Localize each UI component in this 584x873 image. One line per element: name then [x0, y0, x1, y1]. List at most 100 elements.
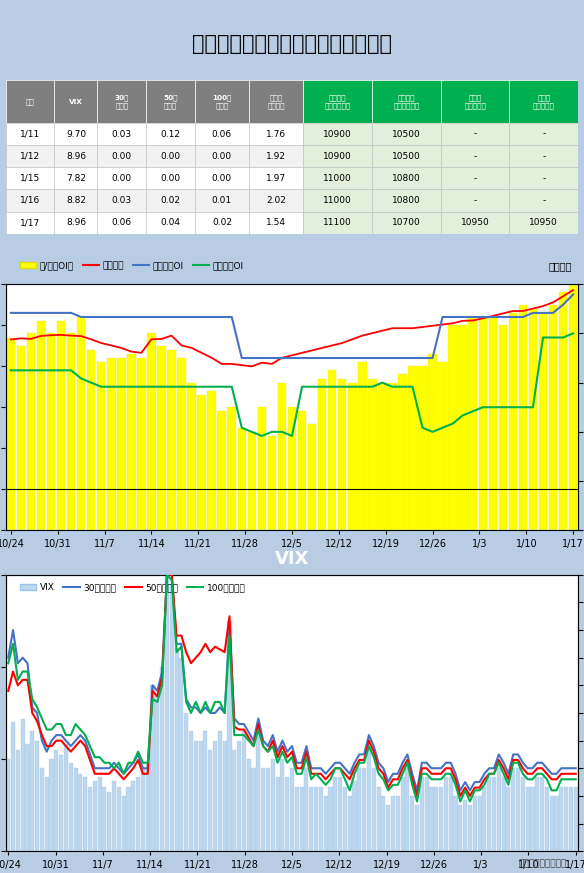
30日百分位	[500, 758, 507, 768]
Bar	[218, 732, 222, 873]
Bar	[249, 145, 304, 168]
50日百分位	[120, 774, 127, 785]
Bar	[69, 763, 73, 873]
Bar	[217, 411, 226, 694]
Text: 0.02: 0.02	[212, 218, 232, 227]
50日百分位	[500, 763, 507, 773]
Bar	[530, 787, 534, 873]
100日百分位	[342, 774, 349, 785]
Text: 11000: 11000	[324, 196, 352, 205]
Bar	[151, 685, 155, 873]
Bar	[194, 189, 249, 211]
Bar	[30, 732, 34, 873]
Text: 1/11: 1/11	[20, 129, 40, 139]
Bar	[298, 411, 306, 694]
Bar	[147, 333, 156, 694]
Bar	[472, 796, 477, 873]
Bar	[54, 211, 98, 234]
Bar	[497, 768, 501, 873]
Bar	[178, 358, 186, 694]
Bar	[357, 768, 361, 873]
100日百分位	[413, 796, 420, 807]
Bar	[54, 750, 58, 873]
Text: 統一期貨研究科製作: 統一期貨研究科製作	[518, 860, 566, 869]
Bar	[67, 333, 75, 694]
Bar	[54, 80, 98, 123]
30日百分位	[187, 702, 194, 712]
Text: 11100: 11100	[324, 218, 352, 227]
Text: 0.03: 0.03	[112, 129, 132, 139]
Text: 10950: 10950	[530, 218, 558, 227]
Bar	[521, 778, 525, 873]
Bar	[304, 145, 372, 168]
Bar	[170, 584, 174, 873]
Bar	[492, 778, 496, 873]
Bar	[441, 189, 509, 211]
Bar	[184, 713, 188, 873]
Bar	[526, 787, 530, 873]
Bar	[121, 796, 126, 873]
Bar	[449, 326, 457, 694]
Bar	[145, 763, 150, 873]
Bar	[249, 123, 304, 145]
Text: -: -	[474, 152, 477, 161]
Bar	[418, 366, 427, 694]
Bar	[509, 313, 517, 694]
Bar	[468, 317, 477, 694]
Bar	[6, 338, 15, 694]
Bar	[26, 745, 30, 873]
Bar	[377, 787, 381, 873]
Bar	[136, 778, 140, 873]
Bar	[328, 787, 332, 873]
50日百分位	[342, 768, 349, 779]
Bar	[6, 145, 54, 168]
Bar	[155, 695, 159, 873]
Bar	[545, 787, 549, 873]
Bar	[559, 787, 564, 873]
100日百分位	[5, 658, 12, 669]
Bar	[391, 796, 395, 873]
Bar	[165, 574, 169, 873]
Bar	[468, 805, 472, 873]
Bar	[441, 123, 509, 145]
Text: VIX: VIX	[275, 550, 309, 568]
Bar	[131, 781, 135, 873]
100日百分位	[428, 774, 435, 785]
Bar	[549, 305, 557, 694]
Bar	[213, 740, 217, 873]
Bar	[102, 787, 106, 873]
Bar	[458, 326, 467, 694]
Bar	[372, 80, 441, 123]
Bar	[398, 375, 406, 694]
Bar	[348, 382, 356, 694]
100日百分位	[120, 768, 127, 779]
Bar	[487, 778, 491, 873]
Bar	[203, 732, 207, 873]
Bar	[396, 796, 400, 873]
Bar	[194, 211, 249, 234]
Bar	[509, 123, 578, 145]
Text: 10900: 10900	[324, 152, 352, 161]
30日百分位	[164, 569, 171, 580]
Line: 30日百分位: 30日百分位	[8, 574, 576, 790]
30日百分位	[413, 785, 420, 795]
Bar	[194, 80, 249, 123]
Bar	[6, 759, 11, 873]
Bar	[88, 787, 92, 873]
Text: 10500: 10500	[392, 129, 421, 139]
Bar	[358, 362, 367, 694]
Text: -: -	[542, 152, 545, 161]
Line: 100日百分位: 100日百分位	[8, 574, 576, 801]
Text: 7.82: 7.82	[66, 174, 86, 182]
Bar	[194, 168, 249, 189]
Bar	[535, 778, 539, 873]
Bar	[6, 80, 54, 123]
Bar	[502, 778, 506, 873]
Bar	[6, 168, 54, 189]
Bar	[429, 787, 433, 873]
Bar	[509, 211, 578, 234]
Text: VIX: VIX	[69, 99, 83, 105]
30日百分位	[471, 777, 478, 787]
Text: 1.97: 1.97	[266, 174, 286, 182]
Bar	[59, 755, 63, 873]
